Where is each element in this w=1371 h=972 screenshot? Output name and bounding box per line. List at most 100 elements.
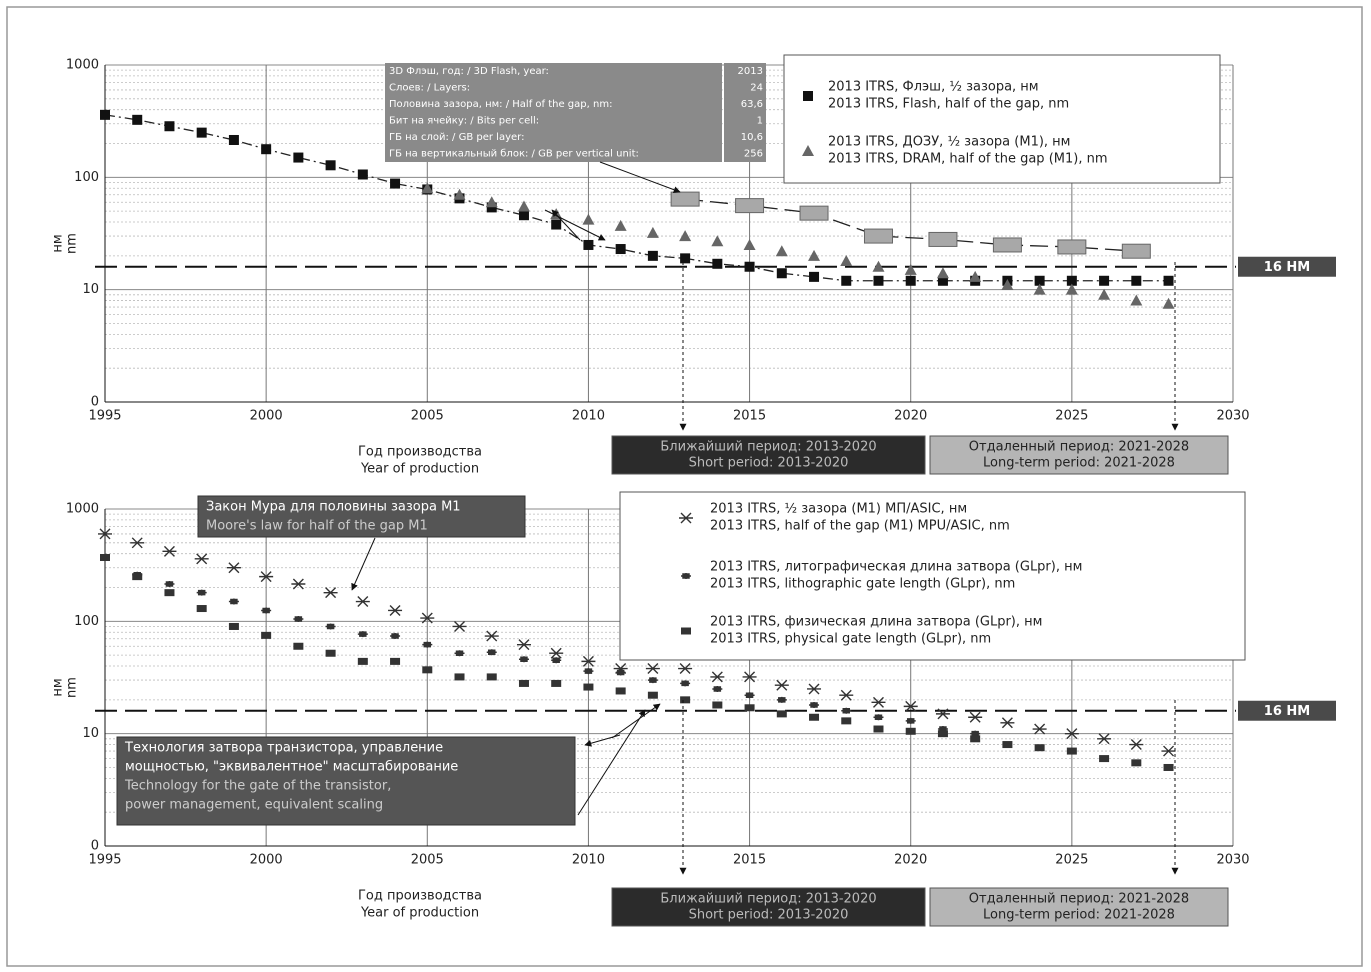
- data-point: [615, 669, 626, 676]
- data-point: [357, 631, 368, 638]
- data-point: [645, 663, 660, 675]
- period-label: Short period: 2013-2020: [689, 908, 849, 923]
- data-point: [1057, 239, 1087, 255]
- data-point: [647, 250, 658, 261]
- x-axis-label: Year of production: [360, 906, 479, 921]
- data-point: [1129, 739, 1144, 751]
- annotation-box: [197, 495, 526, 538]
- data-point: [194, 553, 209, 565]
- data-point: [516, 639, 531, 651]
- reference-label-box: [1238, 700, 1336, 721]
- x-tick-label: 1995: [88, 409, 121, 424]
- data-point: [680, 680, 691, 687]
- data-point: [486, 649, 497, 656]
- data-point: [452, 620, 467, 632]
- x-tick-label: 1995: [88, 853, 121, 868]
- data-point: [712, 258, 723, 269]
- data-point: [100, 109, 110, 120]
- data-point: [647, 677, 658, 684]
- data-point: [518, 679, 529, 687]
- legend-label: 2013 ITRS, ½ зазора (М1) МП/ASIC, нм: [710, 502, 967, 517]
- data-point: [775, 245, 788, 257]
- annotation-text: Moore's law for half of the gap M1: [206, 519, 428, 534]
- info-table-value: 24: [750, 83, 763, 94]
- info-table-label: ГБ на слой: / GB per layer:: [389, 132, 524, 143]
- data-point: [164, 121, 175, 132]
- legend-label: 2013 ITRS, lithographic gate length (GLp…: [710, 577, 1015, 592]
- data-point: [1099, 755, 1110, 763]
- info-table-label: Бит на ячейку: / Bits per cell:: [389, 116, 539, 127]
- info-table-label: 3D Флэш, год: / 3D Flash, year:: [389, 66, 549, 77]
- x-axis-label: Год производства: [358, 445, 482, 460]
- data-point: [615, 687, 626, 695]
- data-point: [357, 657, 368, 665]
- reference-label-box: [1238, 256, 1336, 277]
- pointer-arrow: [577, 709, 646, 816]
- data-point: [839, 689, 854, 701]
- data-point: [551, 219, 562, 230]
- period-label: Отдаленный период: 2021-2028: [969, 440, 1189, 455]
- data-point: [1163, 763, 1174, 771]
- y-tick-label: 100: [74, 170, 99, 185]
- data-point: [935, 708, 950, 720]
- data-point: [680, 253, 691, 264]
- pointer-arrow: [599, 161, 681, 194]
- info-table: [385, 63, 722, 162]
- data-point: [1161, 745, 1176, 757]
- data-point: [872, 260, 885, 272]
- data-point: [325, 623, 336, 630]
- data-point: [809, 701, 820, 708]
- x-tick-label: 2025: [1055, 409, 1088, 424]
- data-point: [486, 673, 497, 681]
- x-tick-label: 2005: [411, 409, 444, 424]
- data-point: [776, 268, 787, 279]
- legend-marker: [802, 145, 814, 156]
- data-point: [196, 589, 207, 596]
- data-point: [259, 571, 274, 583]
- data-point: [1000, 717, 1015, 729]
- x-tick-label: 2020: [894, 853, 927, 868]
- data-point: [809, 271, 820, 282]
- y-tick-label: 1000: [66, 58, 99, 73]
- data-point: [712, 685, 723, 692]
- data-point: [518, 210, 529, 221]
- data-point: [1002, 741, 1013, 749]
- data-point: [905, 727, 916, 735]
- data-point: [1033, 283, 1046, 295]
- x-tick-label: 2030: [1216, 853, 1249, 868]
- data-point: [454, 673, 465, 681]
- data-point: [293, 615, 304, 622]
- data-point: [388, 604, 403, 616]
- x-tick-label: 2020: [894, 409, 927, 424]
- data-point: [98, 528, 112, 540]
- data-point: [841, 707, 852, 714]
- data-point: [841, 717, 852, 725]
- data-point: [937, 730, 948, 738]
- data-point: [970, 735, 981, 743]
- data-point: [518, 656, 529, 663]
- legend-label: 2013 ITRS, Флэш, ½ зазора, нм: [828, 80, 1039, 95]
- data-point: [928, 231, 958, 247]
- legend-box: [783, 54, 1221, 184]
- data-point: [291, 578, 306, 590]
- legend-marker: [681, 627, 691, 635]
- data-point: [774, 679, 789, 691]
- data-point: [582, 213, 595, 225]
- data-point: [679, 230, 692, 242]
- data-point: [1066, 747, 1077, 755]
- data-point: [776, 696, 787, 703]
- data-point: [711, 235, 724, 247]
- x-axis-label: Year of production: [360, 462, 479, 477]
- data-point: [1163, 275, 1174, 286]
- data-point: [196, 605, 207, 613]
- y-tick-label: 1000: [66, 502, 99, 517]
- data-point: [1131, 275, 1142, 286]
- period-label: Long-term period: 2021-2028: [983, 908, 1175, 923]
- data-point: [1001, 279, 1014, 291]
- data-point: [1131, 759, 1142, 767]
- data-point: [293, 152, 304, 163]
- data-point: [422, 666, 433, 674]
- info-table-label: Половина зазора, нм: / Half of the gap, …: [389, 99, 612, 110]
- data-point: [1098, 288, 1111, 300]
- data-point: [100, 554, 110, 562]
